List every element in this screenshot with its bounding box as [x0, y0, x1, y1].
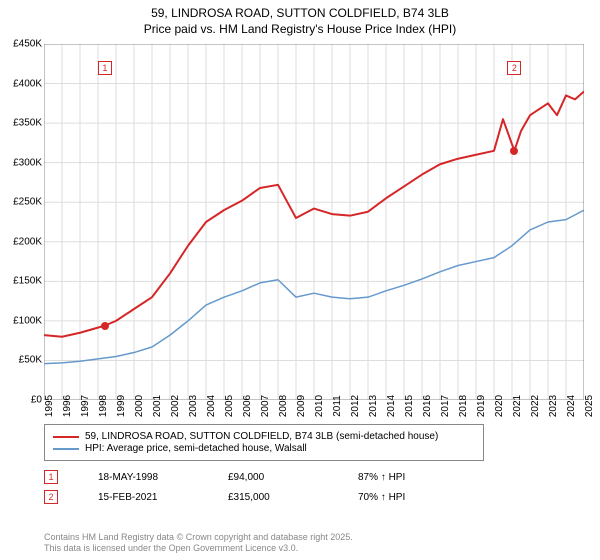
y-axis-label: £450K	[13, 39, 42, 50]
y-axis-label: £100K	[13, 315, 42, 326]
legend-swatch	[53, 436, 79, 438]
x-axis-label: 2008	[278, 395, 289, 417]
x-axis-label: 1997	[80, 395, 91, 417]
x-axis-label: 2024	[566, 395, 577, 417]
x-axis-label: 2013	[368, 395, 379, 417]
marker-table-row: 1 18-MAY-1998 £94,000 87% ↑ HPI	[44, 470, 448, 484]
x-axis-label: 1999	[116, 395, 127, 417]
legend-label: 59, LINDROSA ROAD, SUTTON COLDFIELD, B74…	[85, 431, 438, 442]
footer-line-2: This data is licensed under the Open Gov…	[44, 543, 353, 554]
legend-item: HPI: Average price, semi-detached house,…	[53, 443, 475, 454]
x-axis-label: 1996	[62, 395, 73, 417]
x-axis-label: 1995	[44, 395, 55, 417]
x-axis-label: 2025	[584, 395, 595, 417]
y-axis-label: £400K	[13, 78, 42, 89]
y-axis-label: £300K	[13, 157, 42, 168]
x-axis-label: 1998	[98, 395, 109, 417]
data-point-marker	[510, 147, 518, 155]
legend-swatch	[53, 448, 79, 450]
x-axis-label: 2000	[134, 395, 145, 417]
chart-area: £0£50K£100K£150K£200K£250K£300K£350K£400…	[44, 44, 584, 400]
x-axis-label: 2001	[152, 395, 163, 417]
x-axis-label: 2022	[530, 395, 541, 417]
x-axis-label: 2019	[476, 395, 487, 417]
y-axis-label: £250K	[13, 197, 42, 208]
marker-price: £315,000	[228, 492, 318, 503]
x-axis-label: 2014	[386, 395, 397, 417]
x-axis-label: 2009	[296, 395, 307, 417]
footer-line-1: Contains HM Land Registry data © Crown c…	[44, 532, 353, 543]
marker-date: 18-MAY-1998	[98, 472, 188, 483]
chart-svg	[44, 44, 584, 400]
y-axis-label: £150K	[13, 276, 42, 287]
x-axis-label: 2005	[224, 395, 235, 417]
x-axis-label: 2017	[440, 395, 451, 417]
marker-delta: 87% ↑ HPI	[358, 472, 448, 483]
x-axis-label: 2018	[458, 395, 469, 417]
marker-badge: 1	[44, 470, 58, 484]
footer-attribution: Contains HM Land Registry data © Crown c…	[44, 532, 353, 555]
x-axis-label: 2023	[548, 395, 559, 417]
x-axis-label: 2016	[422, 395, 433, 417]
marker-callout: 2	[507, 61, 521, 75]
x-axis-label: 2011	[332, 395, 343, 417]
y-axis-label: £50K	[19, 355, 42, 366]
marker-price: £94,000	[228, 472, 318, 483]
x-axis-label: 2020	[494, 395, 505, 417]
legend-item: 59, LINDROSA ROAD, SUTTON COLDFIELD, B74…	[53, 431, 475, 442]
x-axis-label: 2010	[314, 395, 325, 417]
y-axis-label: £0	[31, 395, 42, 406]
legend: 59, LINDROSA ROAD, SUTTON COLDFIELD, B74…	[44, 424, 484, 461]
x-axis-label: 2002	[170, 395, 181, 417]
x-axis-label: 2007	[260, 395, 271, 417]
marker-table-row: 2 15-FEB-2021 £315,000 70% ↑ HPI	[44, 490, 448, 504]
x-axis-label: 2012	[350, 395, 361, 417]
x-axis-label: 2004	[206, 395, 217, 417]
legend-label: HPI: Average price, semi-detached house,…	[85, 443, 307, 454]
marker-callout: 1	[98, 61, 112, 75]
x-axis-label: 2015	[404, 395, 415, 417]
title-line-2: Price paid vs. HM Land Registry's House …	[0, 22, 600, 38]
data-point-marker	[101, 322, 109, 330]
marker-date: 15-FEB-2021	[98, 492, 188, 503]
chart-container: 59, LINDROSA ROAD, SUTTON COLDFIELD, B74…	[0, 0, 600, 560]
marker-table: 1 18-MAY-1998 £94,000 87% ↑ HPI 2 15-FEB-2021…	[44, 468, 448, 510]
marker-badge: 2	[44, 490, 58, 504]
x-axis-label: 2003	[188, 395, 199, 417]
x-axis-label: 2021	[512, 395, 523, 417]
y-axis-label: £200K	[13, 236, 42, 247]
y-axis-label: £350K	[13, 118, 42, 129]
x-axis-label: 2006	[242, 395, 253, 417]
chart-title: 59, LINDROSA ROAD, SUTTON COLDFIELD, B74…	[0, 0, 600, 37]
title-line-1: 59, LINDROSA ROAD, SUTTON COLDFIELD, B74…	[0, 6, 600, 22]
marker-delta: 70% ↑ HPI	[358, 492, 448, 503]
